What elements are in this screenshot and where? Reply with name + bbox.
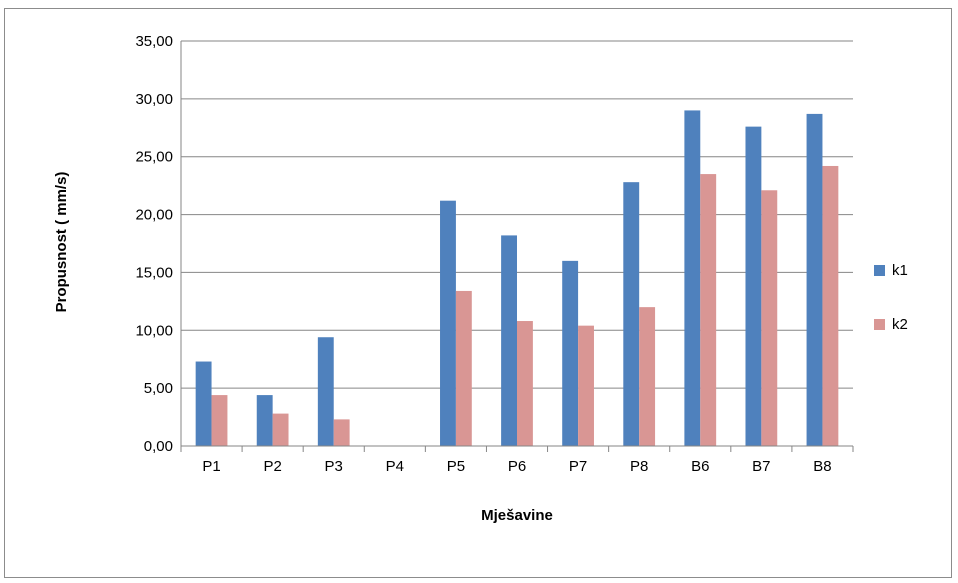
bar-k2-P5 [455,290,472,446]
x-tick-labels: P1 P2 P3 P4 P5 P6 P7 P8 B6 B7 B8 [202,458,831,475]
bar-k2-P6 [517,321,533,446]
y-tick-label: 15,00 [135,264,173,281]
chart-frame [4,8,952,578]
x-tick-label: P6 [508,458,526,475]
legend: k1 k2 [874,262,908,333]
bar-k2-B8 [822,165,839,446]
x-tick-label: P8 [630,458,648,475]
bar-k1-P6 [501,235,517,446]
x-tick-label: B6 [691,458,709,475]
x-tick-label: B7 [752,458,770,475]
x-tick-label: B8 [813,458,831,475]
x-tick-label: P7 [569,458,587,475]
x-tick-label: P5 [447,458,465,475]
y-tick-label: 20,00 [135,207,173,224]
bar-k1-P2 [256,395,273,446]
bar-k2-B6 [700,174,717,447]
y-tick-label: 5,00 [144,380,173,397]
bar-k2-P8 [639,307,656,446]
axes [180,41,854,452]
y-tick-labels: 0,00 5,00 10,00 15,00 20,00 25,00 30,00 35,00 [135,33,173,455]
legend-label-k2: k2 [892,316,908,333]
legend-swatch-k2 [874,319,885,330]
y-tick-label: 35,00 [135,33,173,50]
bar-k1-P3 [317,337,334,446]
legend-swatch-k1 [874,265,885,276]
y-tick-label: 25,00 [135,149,173,166]
bar-k2-P1 [211,395,228,446]
x-tick-label: P3 [325,458,343,475]
bar-k2-P7 [578,325,594,446]
bar-k1-B6 [684,110,701,446]
bar-k1-B8 [806,113,823,447]
bar-k1-P5 [440,200,456,446]
legend-label-k1: k1 [892,262,908,279]
bar-k1-P8 [623,182,640,446]
bars [195,110,839,447]
x-tick-label: P2 [263,458,281,475]
x-axis-title: Mješavine [481,507,553,524]
x-tick-label: P1 [202,458,220,475]
bar-k1-B7 [745,126,762,446]
bar-k2-B7 [761,190,778,446]
y-axis-title: Propusnost ( mm/s) [53,172,70,313]
bar-k1-P7 [562,260,579,446]
x-tick-label: P4 [386,458,404,475]
y-tick-label: 0,00 [144,438,173,455]
bar-k1-P1 [195,361,212,446]
bar-k2-P3 [333,419,350,446]
y-tick-label: 10,00 [135,322,173,339]
y-tick-label: 30,00 [135,91,173,108]
bar-k2-P2 [272,413,289,446]
gridlines [181,40,853,389]
